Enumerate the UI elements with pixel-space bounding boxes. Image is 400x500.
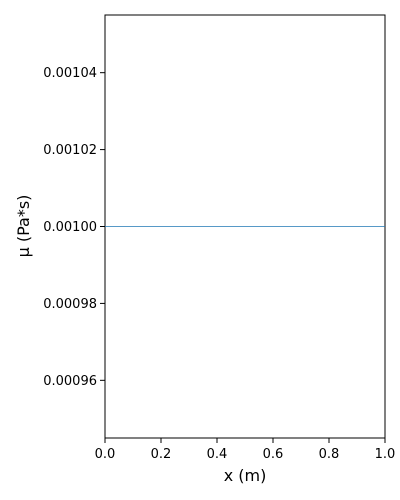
y-tick-label: 0.00096 <box>43 374 97 389</box>
y-tick-label: 0.00102 <box>43 143 97 158</box>
x-tick-label: 0.6 <box>263 447 284 462</box>
x-tick-label: 0.0 <box>95 447 116 462</box>
y-axis-label: μ (Pa*s) <box>14 195 33 258</box>
plot-area <box>104 14 386 439</box>
x-tick-label: 0.8 <box>319 447 340 462</box>
x-tick-label: 0.2 <box>151 447 172 462</box>
y-tick-label: 0.00098 <box>43 297 97 312</box>
y-tick-label: 0.00100 <box>43 220 97 235</box>
x-tick-label: 0.4 <box>207 447 228 462</box>
x-axis-label: x (m) <box>224 466 267 485</box>
y-axis-ticks: 0.00096 0.00098 0.00100 0.00102 0.00104 <box>43 66 105 389</box>
y-tick-label: 0.00104 <box>43 66 97 81</box>
x-axis-ticks: 0.0 0.2 0.4 0.6 0.8 1.0 <box>95 438 396 462</box>
x-tick-label: 1.0 <box>375 447 396 462</box>
